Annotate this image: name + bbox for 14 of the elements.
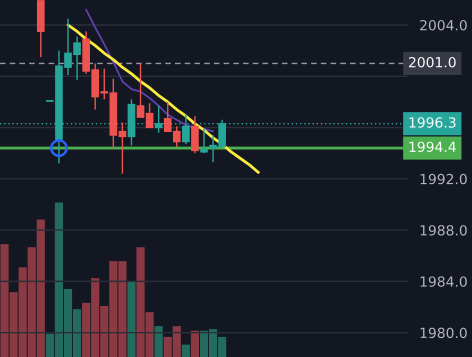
y-tick-label: 1984.0 (420, 276, 467, 287)
bar (127, 281, 136, 357)
bar (190, 330, 200, 357)
line-series (66, 24, 260, 174)
y-tick-label: 1988.0 (420, 225, 467, 236)
y-tick-label: 2004.0 (420, 20, 467, 30)
y-tick-label: 1992.0 (420, 174, 467, 184)
ref-line-label: 1996.3 (410, 117, 456, 128)
y-tick-label: 1980.0 (420, 328, 467, 338)
candlestick (200, 128, 208, 154)
ref-line-label: 2001.0 (409, 56, 456, 68)
bar (182, 344, 190, 357)
bar (154, 326, 163, 357)
ref-line-label: 1994.4 (410, 142, 456, 152)
